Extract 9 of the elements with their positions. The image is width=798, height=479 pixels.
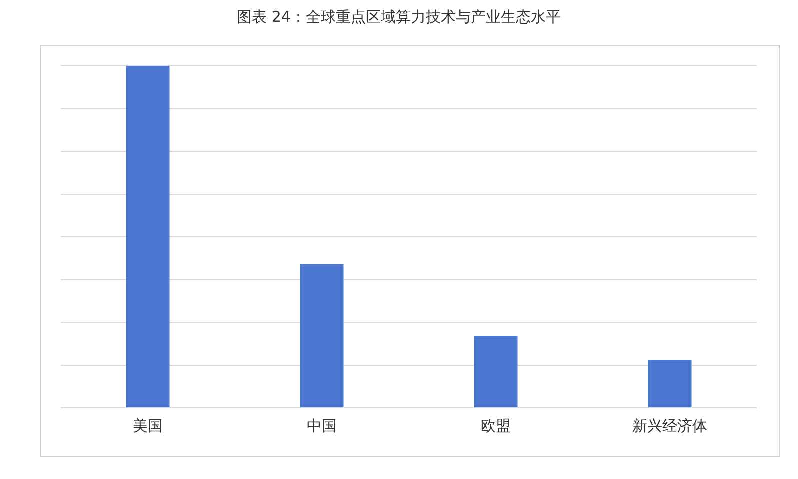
bar xyxy=(300,264,344,408)
x-tick-label: 新兴经济体 xyxy=(632,416,708,435)
x-tick-label: 欧盟 xyxy=(481,416,511,435)
x-tick-label: 中国 xyxy=(307,416,337,435)
bar xyxy=(126,66,170,408)
bar xyxy=(648,360,692,408)
x-tick-label: 美国 xyxy=(133,416,163,435)
chart-title: 图表 24：全球重点区域算力技术与产业生态水平 xyxy=(236,8,562,27)
bar xyxy=(474,336,518,408)
